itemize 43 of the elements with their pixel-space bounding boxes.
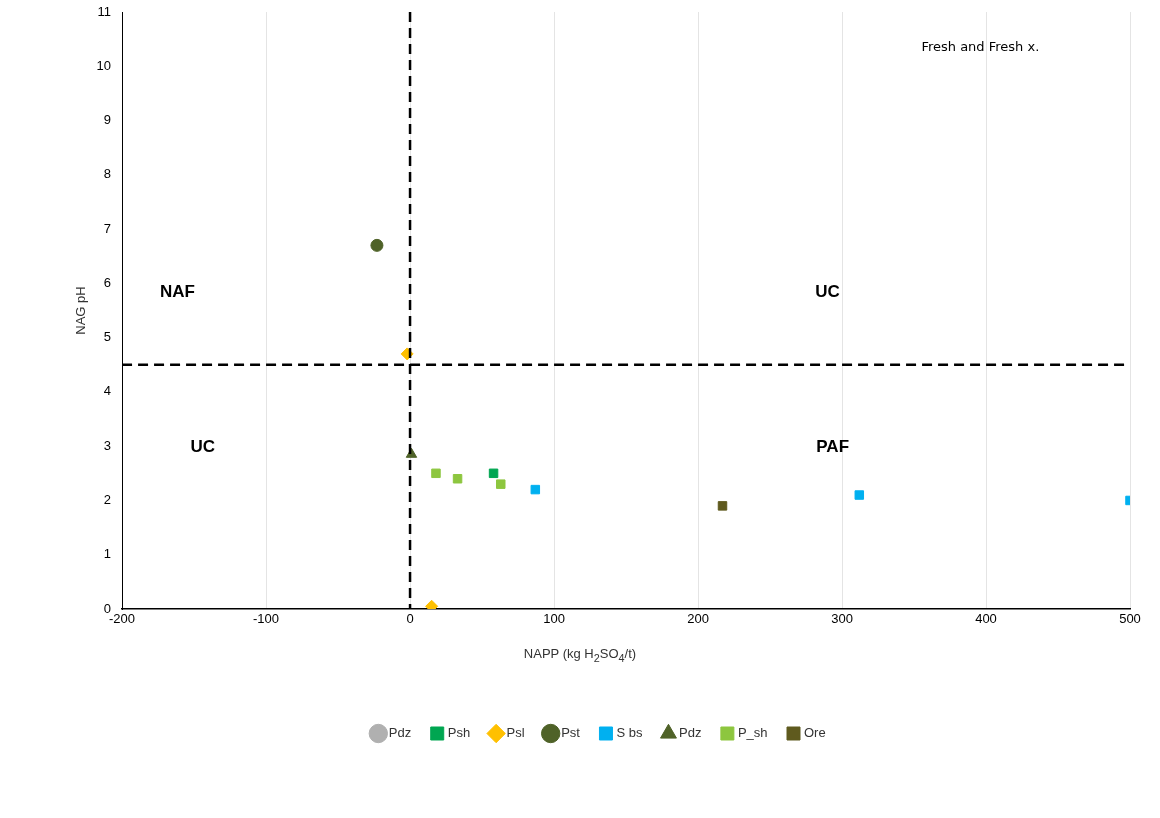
y-tick-label: 7 [103,220,112,236]
x-tick-label: 400 [975,611,997,627]
x-tick-label: -100 [253,611,280,627]
annotation: NAF [160,282,195,302]
y-tick-label: 8 [103,166,112,182]
legend-label: Pdz [678,725,702,741]
annotation: UC [190,437,215,457]
point [488,468,499,479]
x-tick-label: 300 [831,611,853,627]
y-tick-label: 2 [103,492,112,508]
x-axis-title: NAPP (kg H$_{2}$SO$_{4}$/t) [522,646,638,664]
y-tick-label: 9 [103,112,112,128]
annotation: PAF [816,437,850,457]
y-tick-label: 11 [97,3,112,19]
y-tick-label: 6 [103,274,112,290]
legend-label: Ore [804,725,826,741]
legend-label: Pst [561,725,581,741]
point [717,501,728,511]
point [496,479,506,489]
x-tick-label: 500 [1119,611,1141,627]
x-tick-label: 100 [543,611,565,627]
y-tick-label: 0 [103,600,112,616]
point [431,468,441,479]
annotation: Fresh and Fresh x. [921,39,1040,55]
x-tick-label: -200 [109,611,136,627]
point [452,474,463,484]
point [854,490,865,500]
legend-label: P_sh [737,725,768,741]
y-tick-label: 4 [103,383,112,399]
y-tick-label: 3 [103,437,112,453]
point [370,238,384,252]
y-tick-label: 5 [103,329,112,345]
legend-label: Pdz [388,725,412,741]
y-tick-label: 1 [103,546,112,562]
legend-label: S bs [616,725,643,741]
point [530,484,541,495]
x-tick-label: 0 [406,611,414,627]
legend-label: Psl [506,725,525,741]
y-tick-label: 10 [96,57,112,73]
annotation: UC [815,282,840,302]
y-axis-title: NAG pH [73,286,89,335]
legend-label: Psh [447,725,471,741]
x-tick-label: 200 [687,611,709,627]
